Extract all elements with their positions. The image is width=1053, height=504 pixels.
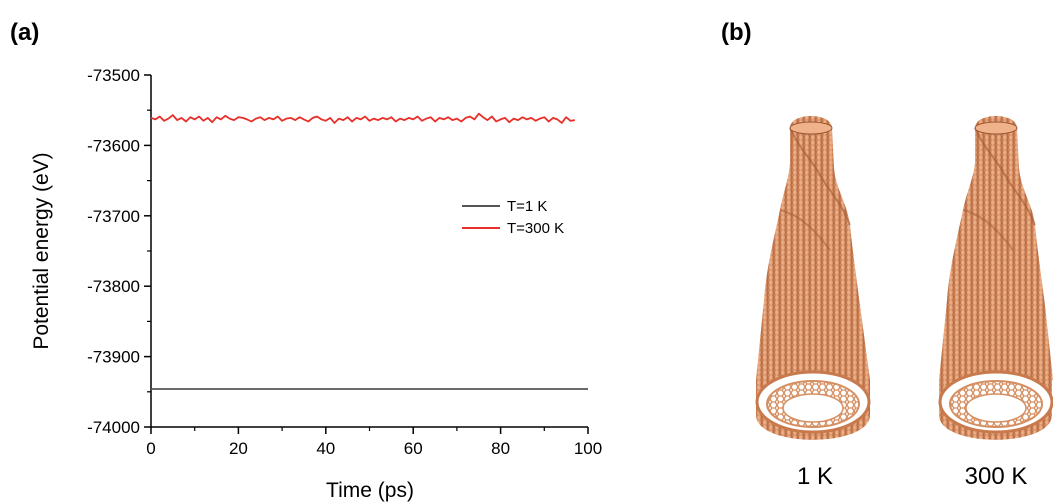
caption-1k: 1 K bbox=[797, 463, 833, 490]
x-axis-title: Time (ps) bbox=[326, 479, 414, 502]
legend-label: T=300 K bbox=[507, 220, 564, 237]
caption-300k: 300 K bbox=[965, 463, 1028, 490]
y-tick-label: -73700 bbox=[87, 207, 140, 226]
energy-chart: 0 20 40 60 80 100 -74000 -73900 -73800 -73700 -736… bbox=[30, 66, 602, 502]
legend-label: T=1 K bbox=[507, 198, 547, 215]
x-tick-label: 20 bbox=[229, 439, 248, 458]
x-tick-label: 40 bbox=[316, 439, 335, 458]
panel-a-label: (a) bbox=[10, 19, 39, 46]
y-tick-label: -73500 bbox=[87, 66, 140, 85]
x-tick-label: 60 bbox=[404, 439, 423, 458]
y-tick-label: -73900 bbox=[87, 348, 140, 367]
axis-ticks bbox=[144, 74, 589, 434]
x-tick-label: 100 bbox=[574, 439, 602, 458]
nanotube-300k-image bbox=[938, 116, 1053, 440]
panel-b-label: (b) bbox=[721, 19, 752, 46]
nanotube-1k-image bbox=[755, 116, 871, 440]
y-tick-label: -73600 bbox=[87, 136, 140, 155]
tick-labels: 0 20 40 60 80 100 -74000 -73900 -73800 -73700 -736… bbox=[87, 66, 602, 458]
series-line-t-300-k bbox=[150, 112, 576, 124]
series-layer bbox=[150, 112, 588, 390]
x-tick-label: 80 bbox=[491, 439, 510, 458]
legend: T=1 K T=300 K bbox=[462, 198, 564, 237]
y-axis-title: Potential energy (eV) bbox=[30, 152, 53, 349]
y-tick-label: -74000 bbox=[87, 418, 140, 437]
y-tick-label: -73800 bbox=[87, 277, 140, 296]
x-tick-label: 0 bbox=[146, 439, 155, 458]
